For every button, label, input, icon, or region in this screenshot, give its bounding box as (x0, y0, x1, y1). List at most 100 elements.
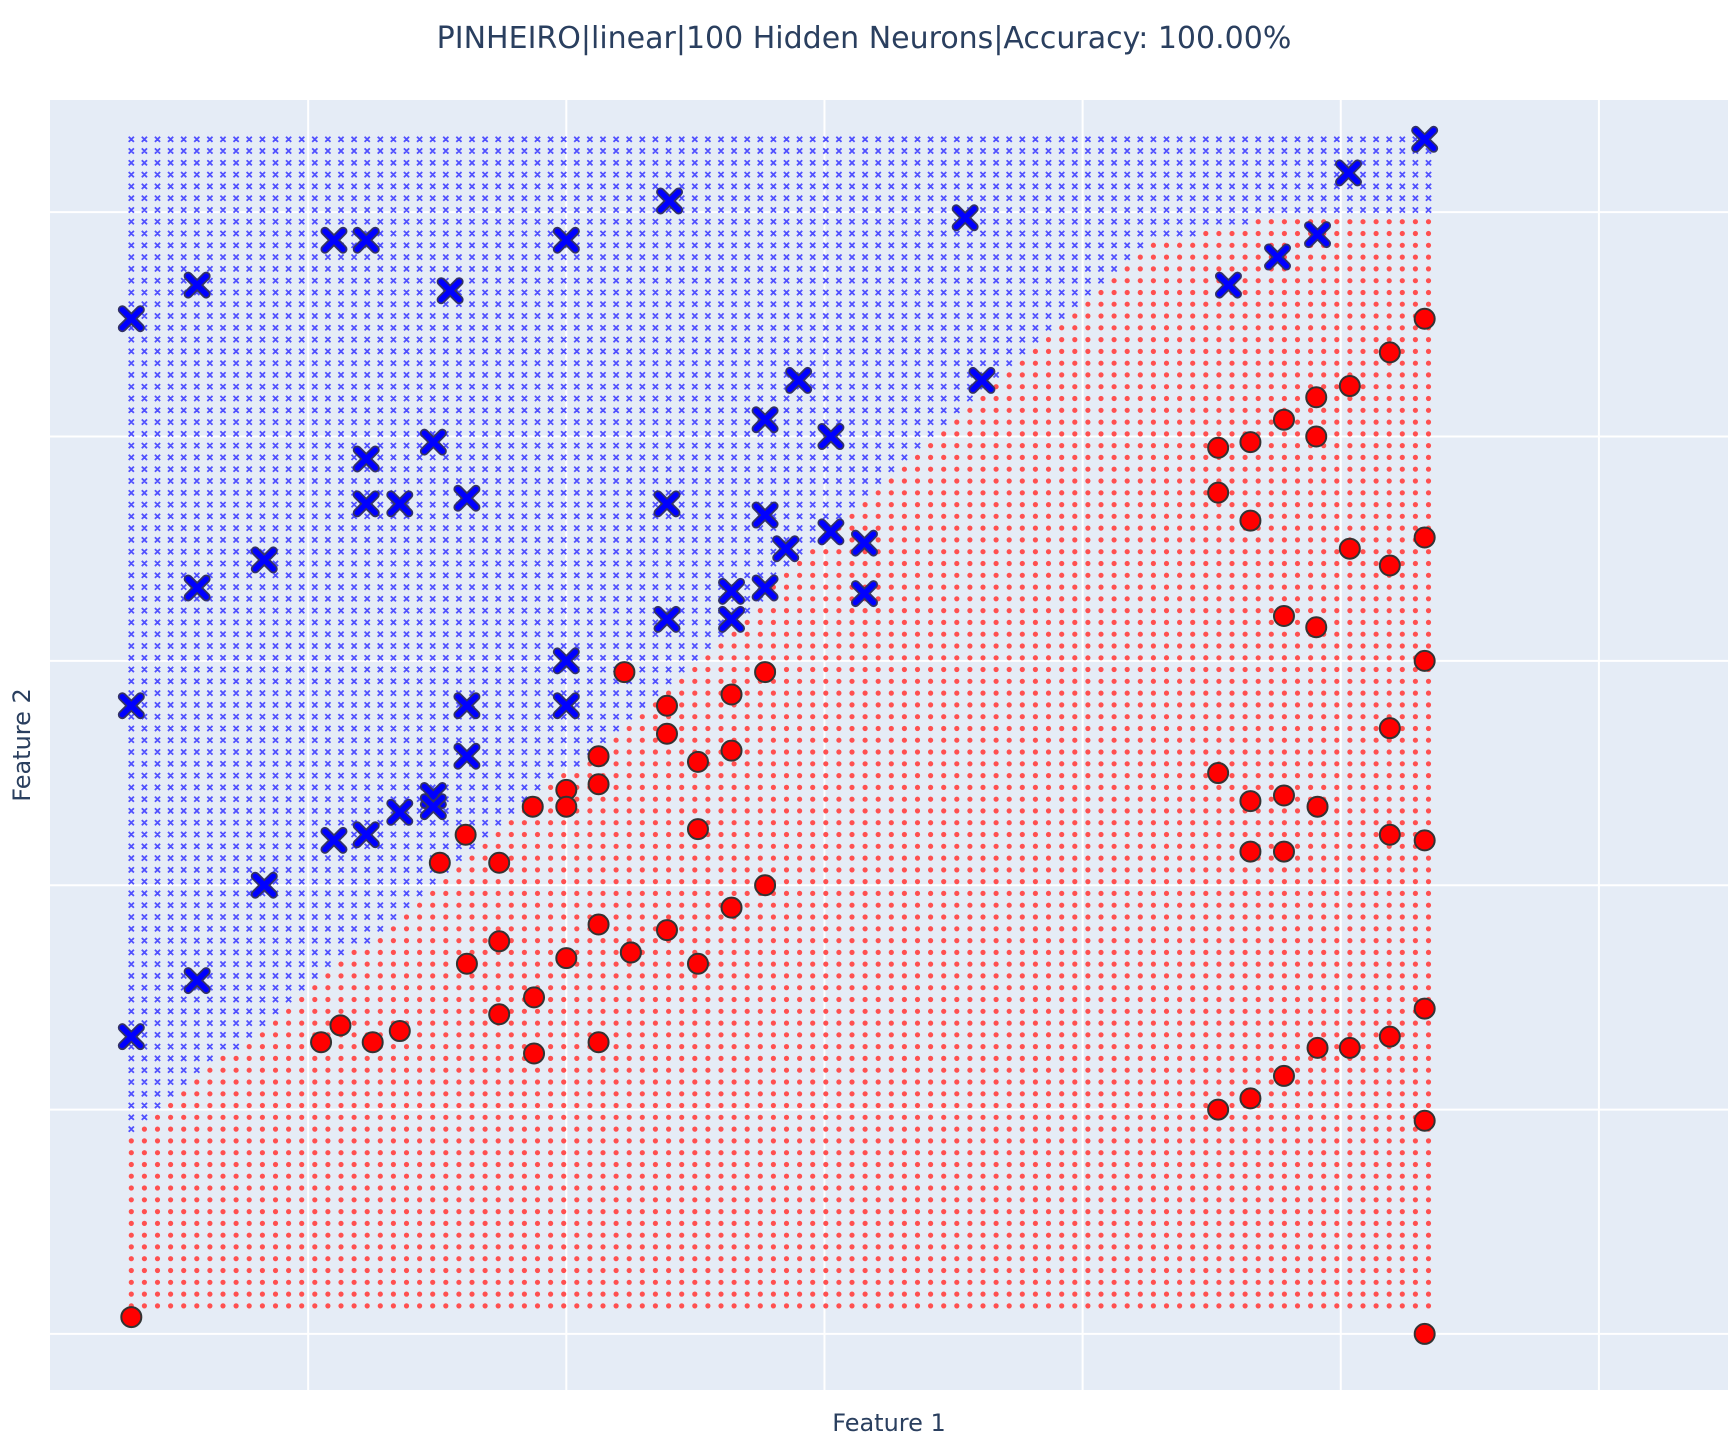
data-point-x (785, 366, 813, 394)
data-point-x (817, 423, 845, 451)
data-point-o (686, 750, 709, 773)
data-point-o (613, 661, 636, 684)
data-point-o (1239, 840, 1262, 863)
data-point-o (1272, 605, 1295, 627)
data-point-x-mark (438, 278, 462, 303)
data-point-o (1239, 790, 1262, 813)
data-point-o (523, 1042, 546, 1065)
data-point-x-mark (1336, 161, 1361, 185)
data-point-x-mark (655, 607, 679, 632)
data-point-x (352, 490, 380, 518)
data-point-x-mark (1305, 222, 1330, 247)
data-point-x (419, 428, 447, 456)
data-point-x-mark (455, 744, 479, 768)
data-point-x (117, 1023, 145, 1051)
data-point-x (352, 226, 380, 254)
series-o-points (120, 307, 1436, 1345)
data-point-o (1338, 537, 1361, 560)
data-point-o (1378, 717, 1401, 740)
data-point-o (1305, 425, 1328, 448)
data-point-x-mark (119, 306, 144, 331)
data-point-x (453, 692, 481, 720)
data-point-x (1304, 221, 1332, 249)
data-point-x-mark (1265, 245, 1290, 269)
data-point-x (183, 271, 211, 299)
data-point-o (1207, 1098, 1230, 1121)
data-point-o (1239, 431, 1262, 454)
data-point-o (1413, 829, 1436, 852)
data-point-x-mark (322, 228, 346, 252)
data-point-x-mark (455, 693, 479, 718)
data-point-o (1413, 307, 1436, 330)
data-point-x-mark (252, 873, 277, 897)
data-point-x-mark (354, 228, 378, 252)
data-point-x (183, 574, 211, 602)
data-point-x-mark (1216, 273, 1241, 297)
data-point-o (521, 795, 544, 818)
series-x-points (117, 125, 1439, 1051)
data-point-o (488, 930, 511, 953)
data-point-x (772, 535, 800, 563)
data-point-o (488, 851, 511, 874)
data-point-x (951, 204, 979, 232)
data-point-o (523, 986, 546, 1009)
data-point-o (655, 919, 678, 942)
decision-region (128, 136, 1432, 1309)
data-point-o (454, 823, 477, 846)
data-point-x (453, 484, 481, 512)
data-point-o (1272, 784, 1295, 807)
region-x-marks (128, 136, 1432, 1133)
data-point-x-mark (455, 486, 479, 510)
data-point-x (183, 967, 211, 995)
data-point-x-mark (753, 407, 777, 432)
data-point-x (850, 529, 878, 557)
data-point-x-mark (185, 273, 209, 297)
data-point-x (718, 605, 746, 633)
data-point-x-mark (819, 424, 843, 449)
data-point-x-mark (657, 189, 682, 213)
data-point-o (1378, 554, 1401, 577)
data-point-x (751, 574, 779, 602)
data-point-x (1264, 243, 1292, 271)
data-point-x-mark (1412, 127, 1437, 152)
data-point-x (1411, 125, 1439, 153)
data-point-o (428, 851, 451, 874)
data-point-x-mark (554, 693, 579, 718)
data-point-x-mark (252, 548, 277, 572)
data-point-o (361, 1031, 384, 1054)
data-point-x-mark (322, 828, 346, 853)
data-point-o (720, 896, 743, 919)
data-point-o (686, 818, 709, 841)
data-point-x (817, 518, 845, 546)
chart-title: PINHEIRO|linear|100 Hidden Neurons|Accur… (437, 21, 1292, 56)
data-point-x-mark (773, 536, 798, 561)
data-point-x (352, 445, 380, 473)
data-point-x (419, 793, 447, 821)
data-point-x (718, 577, 746, 605)
data-point-x (352, 821, 380, 849)
data-point-o (555, 947, 578, 970)
data-point-x (653, 490, 681, 518)
data-point-o (455, 952, 478, 975)
data-point-o (1305, 386, 1328, 409)
data-point-o (1338, 1036, 1361, 1059)
data-point-o (655, 722, 678, 745)
data-point-o (1306, 1036, 1329, 1059)
data-point-o (1413, 1322, 1436, 1345)
data-point-o (1207, 762, 1230, 785)
data-point-o (310, 1031, 333, 1054)
data-point-x-mark (185, 968, 209, 993)
data-point-o (329, 1014, 352, 1037)
data-point-o (1413, 649, 1436, 672)
data-point-o (1413, 1109, 1436, 1132)
data-point-o (587, 745, 610, 768)
data-point-x-mark (119, 1024, 144, 1049)
data-point-o (754, 661, 777, 684)
data-point-o (1239, 1087, 1262, 1110)
data-point-x (751, 501, 779, 529)
data-point-x-mark (185, 576, 209, 600)
x-axis-title: Feature 1 (832, 1409, 946, 1437)
data-point-x (386, 490, 414, 518)
data-point-o (1272, 1064, 1295, 1087)
data-point-x (751, 406, 779, 434)
